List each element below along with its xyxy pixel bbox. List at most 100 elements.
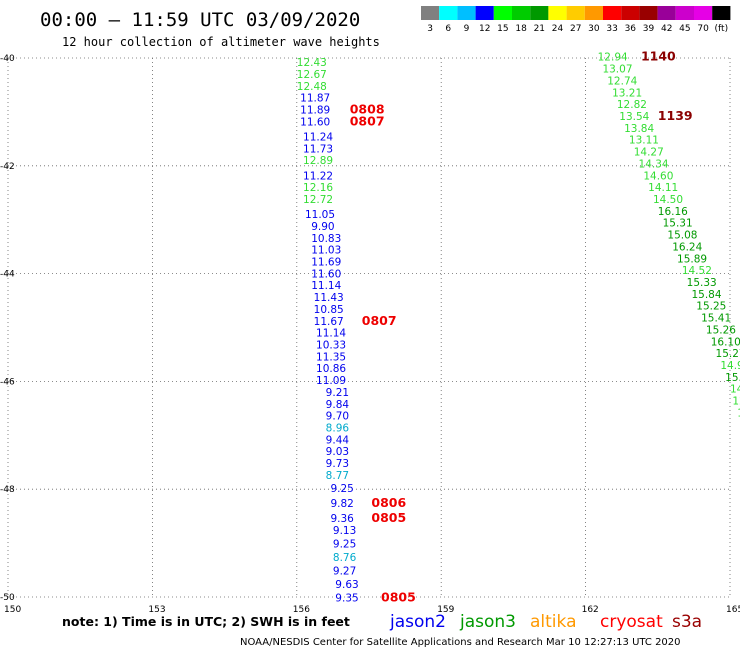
swh-value-label: 15.84 — [691, 289, 721, 301]
swh-value-label: 8.96 — [326, 423, 350, 435]
legend-label: 30 — [588, 24, 600, 34]
swh-value-label: 14.97 — [720, 360, 740, 372]
legend-label: 24 — [552, 24, 564, 34]
swh-value-label: 9.27 — [333, 565, 356, 577]
swh-value-label: 16.10 — [711, 336, 740, 348]
y-tick-label: -42 — [0, 162, 15, 172]
time-label: 0806 — [371, 495, 406, 510]
x-tick-label: 153 — [148, 605, 165, 615]
x-tick-label: 156 — [293, 605, 310, 615]
swh-value-label: 11.14 — [311, 280, 341, 292]
swh-value-label: 15.41 — [701, 313, 731, 325]
swh-value-label: 12.67 — [297, 69, 327, 81]
legend-label: 36 — [625, 24, 637, 34]
swh-value-label: 8.76 — [333, 552, 357, 564]
swh-value-label: 12.74 — [607, 75, 637, 87]
legend-label: 39 — [643, 24, 655, 34]
swh-value-label: 8.77 — [326, 470, 349, 482]
satellite-name: s3a — [672, 612, 702, 632]
time-label: 0805 — [371, 510, 406, 525]
legend-swatch — [566, 6, 585, 20]
swh-value-label: 15.65 — [725, 372, 740, 384]
swh-value-label: 13.11 — [629, 135, 659, 147]
legend-swatch — [712, 6, 731, 20]
y-tick-label: -48 — [0, 485, 15, 495]
swh-value-label: 14.27 — [634, 147, 664, 159]
swh-value-label: 14.42 — [730, 384, 740, 396]
x-tick-label: 150 — [4, 605, 21, 615]
y-tick-label: -40 — [0, 54, 15, 64]
swh-value-label: 12.48 — [297, 81, 327, 93]
swh-value-label: 14.52 — [682, 265, 712, 277]
chart-subtitle: 12 hour collection of altimeter wave hei… — [62, 35, 380, 49]
time-label: 1139 — [658, 108, 693, 123]
legend-label: 45 — [679, 24, 690, 34]
swh-value-label: 15.08 — [667, 230, 697, 242]
legend-swatch — [548, 6, 567, 20]
data-marks: 12.4312.6712.4811.8711.8911.6011.2411.73… — [297, 49, 740, 605]
legend-swatch — [621, 6, 640, 20]
swh-value-label: 9.84 — [326, 399, 350, 411]
swh-value-label: 11.24 — [303, 131, 333, 143]
time-label: 0807 — [350, 113, 385, 128]
swh-value-label: 12.82 — [617, 99, 647, 111]
chart-title: 00:00 – 11:59 UTC 03/09/2020 — [40, 9, 360, 31]
legend-label: 42 — [661, 24, 672, 34]
legend-swatch — [639, 6, 658, 20]
legend-swatch — [603, 6, 622, 20]
swh-value-label: 15.27 — [716, 348, 740, 360]
swh-value-label: 14.11 — [648, 182, 678, 194]
swh-value-label: 10.83 — [311, 233, 341, 245]
x-tick-label: 165 — [726, 605, 740, 615]
swh-value-label: 14.60 — [643, 170, 673, 182]
legend-swatch — [475, 6, 494, 20]
swh-value-label: 15.33 — [687, 277, 717, 289]
color-legend: 3 6 9 12 15 18 21 24 27 30 33 36 39 42 45 70 (ft) — [421, 6, 731, 34]
time-label: 0805 — [381, 589, 416, 604]
swh-value-label: 9.70 — [326, 411, 349, 423]
swh-value-label: 11.03 — [311, 245, 341, 257]
legend-swatch — [493, 6, 512, 20]
y-tick-label: -46 — [0, 377, 15, 387]
swh-value-label: 15.25 — [696, 301, 726, 313]
legend-swatch — [657, 6, 676, 20]
swh-value-label: 9.73 — [326, 458, 349, 470]
swh-value-label: 11.67 — [314, 316, 344, 328]
swh-value-label: 15.89 — [677, 253, 707, 265]
footer-note: note: 1) Time is in UTC; 2) SWH is in fe… — [62, 614, 350, 629]
legend-label: 21 — [534, 24, 545, 34]
satellite-legend: jason2 jason3 altika cryosat s3a — [389, 612, 702, 632]
swh-value-label: 12.9 — [732, 396, 740, 408]
satellite-name: cryosat — [600, 612, 663, 632]
swh-value-label: 9.90 — [311, 221, 334, 233]
swh-value-label: 11.60 — [311, 268, 341, 280]
legend-label: 6 — [445, 24, 451, 34]
swh-value-label: 12.43 — [297, 57, 327, 69]
swh-value-label: 14.34 — [639, 158, 669, 170]
swh-value-label: 9.36 — [330, 513, 354, 525]
x-tick-label: 159 — [437, 605, 454, 615]
legend-swatch — [512, 6, 531, 20]
swh-value-label: 11.43 — [314, 292, 344, 304]
satellite-name: altika — [530, 612, 577, 632]
swh-value-label: 9.13 — [333, 525, 356, 537]
footer-credit: NOAA/NESDIS Center for Satellite Applica… — [240, 637, 681, 648]
swh-value-label: 10.86 — [316, 363, 346, 375]
swh-value-label: 14.50 — [653, 194, 683, 206]
legend-label: 33 — [606, 24, 617, 34]
legend-swatch — [439, 6, 458, 20]
swh-value-label: 9.25 — [330, 483, 353, 495]
legend-swatch — [675, 6, 694, 20]
swh-value-label: 11.60 — [300, 116, 330, 128]
y-tick-label: -44 — [0, 270, 15, 280]
swh-value-label: 11.69 — [311, 257, 341, 269]
axis-ticks: 150 153 156 159 162 165 -40 -42 -44 -46 -48 -50 — [0, 54, 740, 615]
legend-swatch — [421, 6, 440, 20]
swh-value-label: 11.14 — [316, 328, 346, 340]
satellite-name: jason3 — [459, 612, 516, 632]
swh-value-label: 13.84 — [624, 123, 654, 135]
satellite-name: jason2 — [389, 612, 446, 632]
legend-label: 27 — [570, 24, 581, 34]
swh-value-label: 13.54 — [619, 111, 649, 123]
